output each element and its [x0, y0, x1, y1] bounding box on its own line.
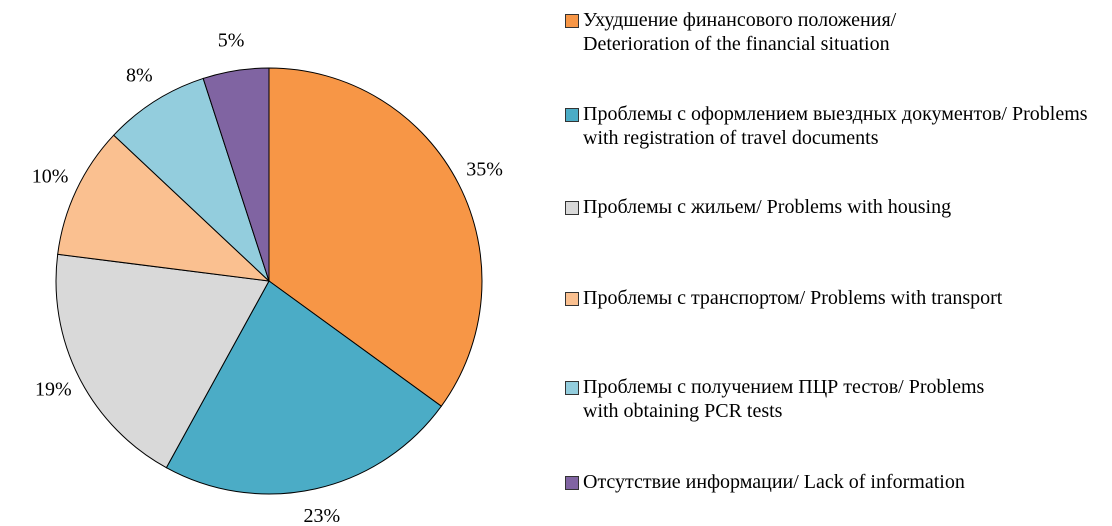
- legend-item: Проблемы с получением ПЦР тестов/ Proble…: [562, 375, 1012, 423]
- data-label: 10%: [32, 166, 69, 188]
- legend-swatch: [565, 292, 579, 306]
- legend-swatch: [565, 476, 579, 490]
- legend-label: Проблемы с транспортом/ Problems with tr…: [583, 287, 1003, 309]
- legend-label: Проблемы с получением ПЦР тестов/ Proble…: [583, 376, 985, 422]
- data-label: 19%: [35, 378, 72, 400]
- data-label: 5%: [218, 30, 245, 52]
- legend-label: Проблемы с оформлением выездных документ…: [583, 103, 1088, 149]
- legend-swatch: [565, 201, 579, 215]
- legend-item: Ухудшение финансового положения/ Deterio…: [562, 8, 1002, 56]
- pie-slice: [57, 134, 271, 282]
- data-label: 23%: [303, 505, 340, 526]
- pie-slice: [268, 67, 483, 407]
- pie-slice: [113, 77, 270, 282]
- legend: Ухудшение финансового положения/ Deterio…: [562, 0, 1112, 526]
- pie-slice: [55, 253, 270, 469]
- legend-item: Проблемы с жильем/ Problems with housing: [562, 195, 1102, 219]
- legend-label: Проблемы с жильем/ Problems with housing: [583, 196, 952, 218]
- legend-swatch: [565, 108, 579, 122]
- legend-swatch: [565, 381, 579, 395]
- legend-item: Проблемы с транспортом/ Problems with tr…: [562, 286, 1012, 310]
- data-label: 35%: [466, 159, 503, 181]
- legend-item: Проблемы с оформлением выездных документ…: [562, 102, 1102, 150]
- legend-label: Ухудшение финансового положения/ Deterio…: [583, 9, 897, 55]
- legend-swatch: [565, 14, 579, 28]
- pie-slice: [165, 280, 443, 495]
- pie-slice: [202, 67, 270, 282]
- data-label: 8%: [126, 64, 153, 86]
- legend-item: Отсутствие информации/ Lack of informati…: [562, 470, 1102, 494]
- legend-label: Отсутствие информации/ Lack of informati…: [583, 471, 965, 493]
